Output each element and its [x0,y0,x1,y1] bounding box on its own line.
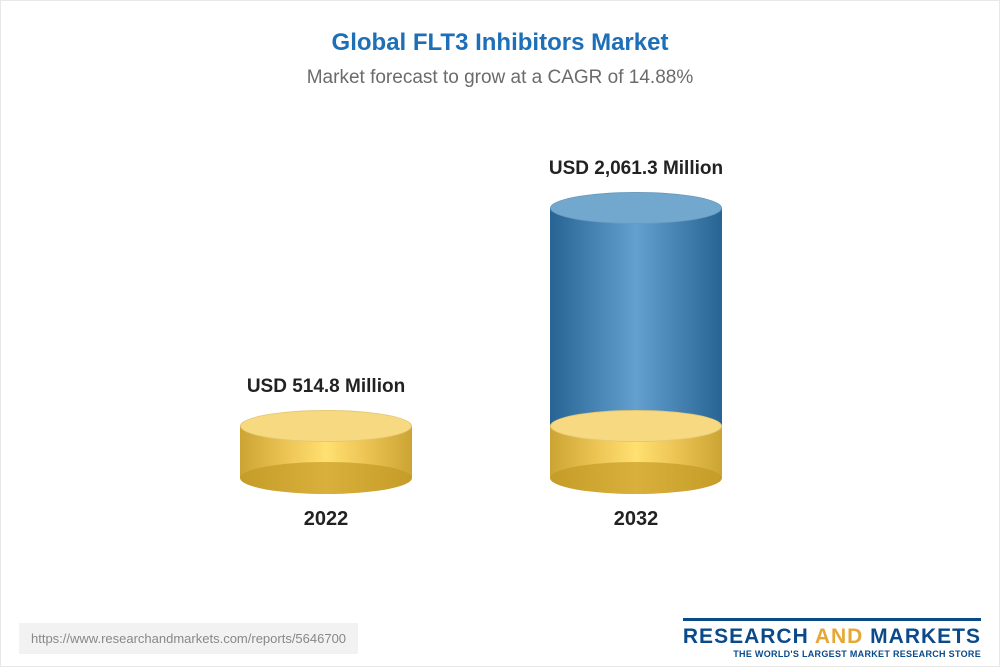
chart-container: Global FLT3 Inhibitors Market Market for… [0,0,1000,667]
brand-name: RESEARCH AND MARKETS [683,625,981,649]
brand-tagline: THE WORLD'S LARGEST MARKET RESEARCH STOR… [683,649,981,659]
chart-title: Global FLT3 Inhibitors Market [1,1,999,57]
cylinder-2032: USD 2,061.3 Million 2032 [536,158,736,531]
brand-block: RESEARCH AND MARKETS THE WORLD'S LARGEST… [683,618,981,659]
cylinder-2022: USD 514.8 Million 2022 [226,376,426,531]
footer: https://www.researchandmarkets.com/repor… [1,610,999,666]
year-label-2022: 2022 [304,508,349,531]
brand-word-3: MARKETS [870,625,981,648]
brand-word-2: AND [815,625,864,648]
value-label-2032: USD 2,061.3 Million [536,158,736,180]
chart-subtitle: Market forecast to grow at a CAGR of 14.… [1,57,999,89]
chart-area: USD 514.8 Million 2022 USD 2,061.3 Milli… [1,121,999,561]
value-label-2022: USD 514.8 Million [226,376,426,398]
year-label-2032: 2032 [614,508,659,531]
cylinder-body-2022 [240,426,412,478]
cylinder-body-2032 [550,208,722,478]
source-url: https://www.researchandmarkets.com/repor… [19,623,358,654]
brand-word-1: RESEARCH [683,625,809,648]
